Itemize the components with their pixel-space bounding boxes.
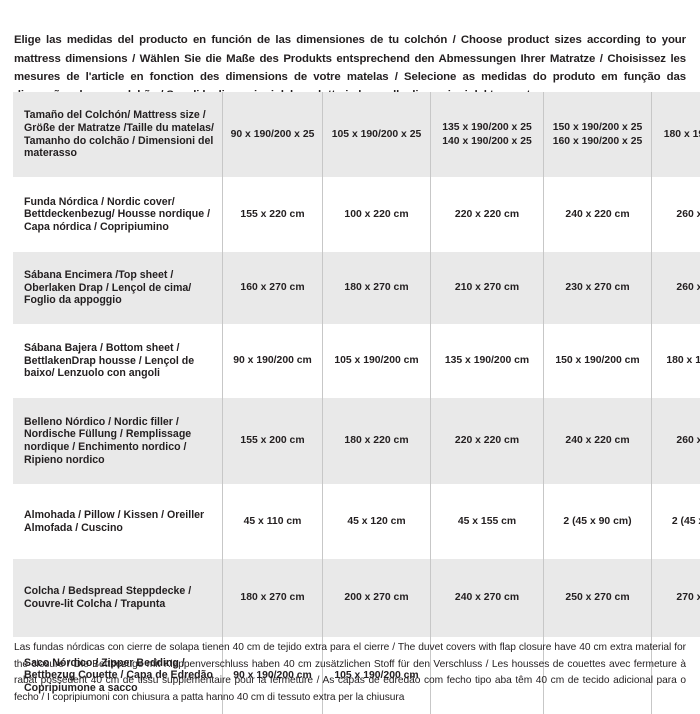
row-label: Funda Nórdica / Nordic cover/ Bettdecken… (13, 177, 223, 252)
row-label: Colcha / Bedspread Steppdecke / Couvre-l… (13, 559, 223, 637)
row-value: 100 x 220 cm (323, 177, 431, 252)
row-value: 260 x 220 cm (652, 177, 700, 252)
header-col-4-line-2: 160 x 190/200 x 25 (547, 135, 648, 149)
row-value: 270 x 270 cm (652, 559, 700, 637)
row-value: 90 x 190/200 cm (223, 324, 323, 398)
product-size-table: Tamaño del Colchón/ Mattress size / Größ… (13, 92, 700, 714)
table-row: Sábana Encimera /Top sheet / Oberlaken D… (13, 252, 700, 324)
row-label: Sábana Encimera /Top sheet / Oberlaken D… (13, 252, 223, 324)
row-value: 155 x 200 cm (223, 398, 323, 484)
table-row: Almohada / Pillow / Kissen / Oreiller Al… (13, 484, 700, 559)
header-col-1: 90 x 190/200 x 25 (223, 92, 323, 177)
row-value: 150 x 190/200 cm (544, 324, 652, 398)
row-value: 250 x 270 cm (544, 559, 652, 637)
header-col-5-line-1: 180 x 190/200 x 25 (655, 128, 700, 142)
header-col-2: 105 x 190/200 x 25 (323, 92, 431, 177)
row-value: 260 x 270 cm (652, 252, 700, 324)
header-col-4-line-1: 150 x 190/200 x 25 (547, 121, 648, 135)
header-col-3: 135 x 190/200 x 25 140 x 190/200 x 25 (431, 92, 544, 177)
row-label: Belleno Nórdico / Nordic filler / Nordis… (13, 398, 223, 484)
row-value: 155 x 220 cm (223, 177, 323, 252)
row-value: 260 x 220 cm (652, 398, 700, 484)
table-header-row: Tamaño del Colchón/ Mattress size / Größ… (13, 92, 700, 177)
row-value: 180 x 190/200 cm (652, 324, 700, 398)
row-value: 240 x 270 cm (431, 559, 544, 637)
row-label: Almohada / Pillow / Kissen / Oreiller Al… (13, 484, 223, 559)
row-label: Sábana Bajera / Bottom sheet / Bettlaken… (13, 324, 223, 398)
header-col-3-line-2: 140 x 190/200 x 25 (434, 135, 540, 149)
table-row: Funda Nórdica / Nordic cover/ Bettdecken… (13, 177, 700, 252)
row-value: 180 x 220 cm (323, 398, 431, 484)
row-value: 45 x 110 cm (223, 484, 323, 559)
row-value: 230 x 270 cm (544, 252, 652, 324)
row-value: 180 x 270 cm (323, 252, 431, 324)
row-value: 220 x 220 cm (431, 398, 544, 484)
row-value: 105 x 190/200 cm (323, 324, 431, 398)
footnote-paragraph: Las fundas nórdicas con cierre de solapa… (14, 640, 686, 706)
header-col-4: 150 x 190/200 x 25 160 x 190/200 x 25 (544, 92, 652, 177)
row-value: 210 x 270 cm (431, 252, 544, 324)
header-col-1-line-1: 90 x 190/200 x 25 (226, 128, 319, 142)
header-col-2-line-1: 105 x 190/200 x 25 (326, 128, 427, 142)
row-value: 180 x 270 cm (223, 559, 323, 637)
row-value: 240 x 220 cm (544, 398, 652, 484)
header-label-cell: Tamaño del Colchón/ Mattress size / Größ… (13, 92, 223, 177)
table-row: Belleno Nórdico / Nordic filler / Nordis… (13, 398, 700, 484)
row-value: 135 x 190/200 cm (431, 324, 544, 398)
header-col-5: 180 x 190/200 x 25 (652, 92, 700, 177)
table-body: Tamaño del Colchón/ Mattress size / Größ… (13, 92, 700, 714)
table-row: Colcha / Bedspread Steppdecke / Couvre-l… (13, 559, 700, 637)
table-row: Sábana Bajera / Bottom sheet / Bettlaken… (13, 324, 700, 398)
row-value: 45 x 120 cm (323, 484, 431, 559)
row-value: 240 x 220 cm (544, 177, 652, 252)
row-value: 220 x 220 cm (431, 177, 544, 252)
row-value: 45 x 155 cm (431, 484, 544, 559)
row-value: 2 (45 x 90 cm) (544, 484, 652, 559)
header-col-3-line-1: 135 x 190/200 x 25 (434, 121, 540, 135)
row-value: 2 (45 x 110 cm) (652, 484, 700, 559)
row-value: 200 x 270 cm (323, 559, 431, 637)
row-value: 160 x 270 cm (223, 252, 323, 324)
